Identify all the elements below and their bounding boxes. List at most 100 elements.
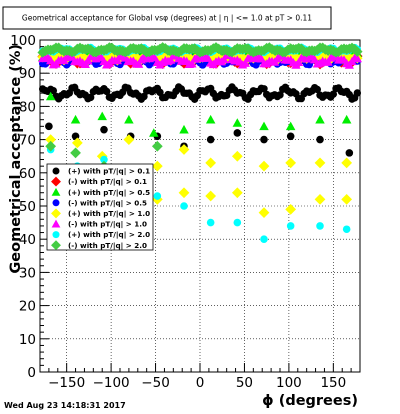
data-point xyxy=(285,157,297,169)
data-point xyxy=(45,122,53,131)
data-point xyxy=(149,128,159,137)
legend-marker xyxy=(51,219,61,228)
data-point xyxy=(286,132,295,141)
legend-marker xyxy=(52,167,60,175)
data-point xyxy=(83,56,93,65)
legend: (+) with pT/|q| > 0.1(-) with pT/|q| > 0… xyxy=(46,163,154,251)
data-point xyxy=(352,46,363,57)
data-point xyxy=(294,57,304,67)
data-point xyxy=(258,160,270,172)
y-tick-label: 50 xyxy=(19,199,36,215)
data-point xyxy=(329,90,338,98)
data-point xyxy=(124,114,134,124)
x-tick-labels: −150 −100 −50 0 50 100 150 xyxy=(48,375,346,391)
legend-label: (+) with pT/|q| > 0.5 xyxy=(68,188,150,198)
data-point xyxy=(260,85,268,93)
data-point xyxy=(285,203,297,215)
legend-label: (-) with pT/|q| > 2.0 xyxy=(68,241,147,251)
data-point xyxy=(315,114,325,124)
data-point xyxy=(70,147,81,159)
data-point xyxy=(260,235,268,243)
data-point xyxy=(345,149,354,157)
data-point xyxy=(153,192,162,200)
data-point xyxy=(205,157,217,169)
data-point xyxy=(352,53,362,63)
data-point xyxy=(178,144,190,155)
data-point xyxy=(179,124,189,134)
x-tick-label: −100 xyxy=(93,375,130,391)
data-point xyxy=(314,193,326,205)
data-point xyxy=(205,114,216,124)
data-point xyxy=(285,121,296,131)
chart-title: Geometrical acceptance for Global vsφ (d… xyxy=(22,14,312,23)
legend-marker xyxy=(51,176,61,187)
data-point xyxy=(341,193,353,205)
y-tick-label: 0 xyxy=(27,365,36,381)
legend-frame xyxy=(46,163,154,251)
data-point xyxy=(231,150,243,162)
data-point xyxy=(240,58,250,67)
x-tick-label: 0 xyxy=(196,375,205,391)
data-point xyxy=(353,89,362,97)
data-point xyxy=(86,93,95,102)
data-point xyxy=(232,118,243,127)
legend-marker xyxy=(52,231,60,239)
data-point xyxy=(316,135,324,144)
y-tick-labels: 0 10 20 30 40 50 60 70 80 90 100 xyxy=(10,33,36,381)
data-point xyxy=(134,59,144,68)
legend-marker xyxy=(51,240,61,251)
data-point xyxy=(316,222,324,230)
data-point xyxy=(258,207,270,219)
legend-marker xyxy=(52,199,60,207)
data-point xyxy=(259,121,269,131)
legend-entry: (-) with pT/|q| > 1.0 xyxy=(51,219,147,230)
data-point xyxy=(140,92,148,101)
x-tick-label: 150 xyxy=(320,375,346,391)
legend-label: (+) with pT/|q| > 2.0 xyxy=(68,230,150,240)
legend-label: (-) with pT/|q| > 1.0 xyxy=(68,220,147,230)
title-frame xyxy=(2,6,332,30)
data-point xyxy=(180,202,188,210)
data-point xyxy=(100,125,108,134)
legend-entry: (-) with pT/|q| > 0.5 xyxy=(52,198,147,208)
grid-lines xyxy=(40,40,360,372)
x-tick-label: 100 xyxy=(276,375,302,391)
y-tick-label: 70 xyxy=(19,133,36,149)
data-point xyxy=(45,134,57,145)
data-point xyxy=(151,160,163,172)
legend-entry: (-) with pT/|q| > 2.0 xyxy=(51,240,147,251)
data-point xyxy=(49,86,58,95)
data-point xyxy=(219,54,229,64)
data-point xyxy=(313,85,322,94)
data-point xyxy=(233,129,242,137)
legend-label: (-) with pT/|q| > 0.5 xyxy=(68,198,147,208)
date-stamp: Wed Aug 23 14:18:31 2017 xyxy=(4,401,126,410)
data-point xyxy=(260,135,268,144)
y-tick-label: 80 xyxy=(19,99,36,115)
legend-marker xyxy=(51,208,61,219)
data-point xyxy=(341,157,353,169)
data-point xyxy=(286,222,295,230)
data-point xyxy=(45,140,57,152)
data-point xyxy=(205,190,217,202)
data-points xyxy=(37,42,363,243)
y-tick-label: 20 xyxy=(19,299,36,315)
x-tick-label: 50 xyxy=(236,375,253,391)
y-tick-label: 100 xyxy=(10,33,36,49)
data-point xyxy=(97,111,107,121)
y-tick-label: 40 xyxy=(19,232,36,248)
data-point xyxy=(206,135,215,144)
y-tick-label: 30 xyxy=(19,265,36,281)
data-point xyxy=(187,59,197,68)
legend-entry: (+) with pT/|q| > 1.0 xyxy=(51,208,150,219)
data-point xyxy=(71,137,83,149)
data-point xyxy=(70,114,81,124)
chart-title-box: Geometrical acceptance for Global vsφ (d… xyxy=(2,6,332,30)
legend-label: (+) with pT/|q| > 0.1 xyxy=(68,167,150,177)
data-point xyxy=(314,157,326,169)
legend-entry: (-) with pT/|q| > 0.1 xyxy=(51,176,147,187)
legend-entry: (+) with pT/|q| > 0.5 xyxy=(51,188,150,198)
y-axis-title: Geometrical acceptance (%) xyxy=(8,44,24,274)
x-tick-label: −150 xyxy=(48,375,85,391)
